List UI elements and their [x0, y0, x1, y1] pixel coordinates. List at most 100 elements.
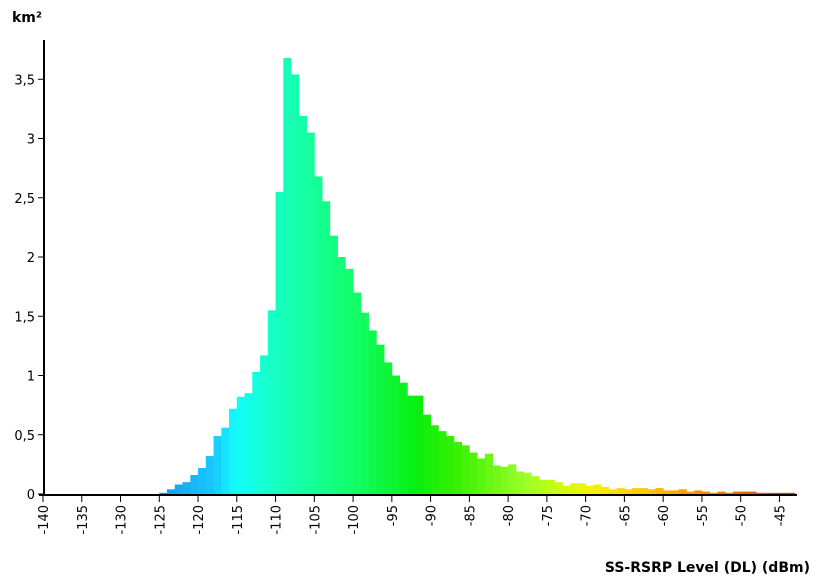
- y-tick-label: 1,5: [14, 310, 35, 325]
- x-tick-label: -125: [153, 505, 168, 535]
- histogram-bar: [438, 431, 447, 494]
- histogram-bar: [740, 491, 749, 494]
- bars-group: [159, 57, 796, 495]
- histogram-bar: [236, 396, 245, 494]
- histogram-bar: [732, 491, 742, 494]
- histogram-bar: [477, 458, 486, 494]
- histogram-bar: [484, 453, 494, 494]
- histogram-bar: [748, 491, 757, 494]
- histogram-bar: [291, 74, 300, 494]
- y-axis-unit-label: km²: [12, 10, 42, 26]
- histogram-bar: [391, 375, 400, 494]
- histogram-bar: [585, 485, 594, 494]
- histogram-bar: [399, 382, 408, 494]
- x-tick-label: -110: [270, 505, 285, 535]
- histogram-bar: [182, 482, 191, 494]
- histogram-bar: [337, 257, 346, 494]
- histogram-bar: [663, 490, 672, 494]
- histogram-bar: [353, 292, 362, 494]
- histogram-bar: [570, 483, 579, 494]
- histogram-bar: [306, 132, 315, 494]
- histogram-bar: [756, 492, 765, 494]
- histogram-bar: [415, 395, 424, 494]
- histogram-bar: [492, 465, 501, 494]
- histogram-bar: [562, 485, 571, 494]
- histogram-bar: [314, 176, 323, 495]
- histogram-bar: [430, 425, 439, 494]
- histogram-bar: [376, 344, 385, 494]
- histogram-bar: [678, 489, 687, 494]
- histogram-bar: [221, 427, 230, 494]
- x-tick-label: -130: [115, 505, 130, 535]
- histogram-bar: [469, 452, 478, 494]
- x-tick-label: -95: [386, 505, 401, 526]
- histogram-bar: [655, 488, 664, 494]
- x-tick-label: -100: [347, 505, 362, 535]
- histogram-bar: [252, 371, 261, 494]
- x-tick-label: -85: [463, 505, 478, 526]
- histogram-bar: [508, 464, 517, 495]
- histogram-bar: [453, 441, 463, 494]
- x-tick-label: -75: [541, 505, 556, 526]
- histogram-bar: [345, 268, 354, 494]
- histogram-bar: [779, 492, 788, 494]
- histogram-bar: [624, 489, 633, 494]
- histogram-bar: [167, 489, 176, 494]
- histogram-bar: [174, 484, 183, 494]
- histogram-bar: [159, 492, 168, 494]
- x-tick-label: -105: [308, 505, 323, 535]
- histogram-bar: [601, 486, 610, 494]
- histogram-bar: [616, 488, 625, 494]
- histogram-bar: [229, 408, 238, 494]
- x-tick-label: -45: [773, 505, 788, 526]
- histogram-bar: [283, 57, 292, 495]
- histogram-bar: [539, 479, 548, 494]
- histogram-bar: [515, 471, 525, 494]
- histogram-bar: [368, 330, 377, 494]
- histogram-bar: [205, 456, 214, 494]
- histogram-bar: [577, 483, 587, 494]
- histogram-bar: [298, 115, 307, 495]
- x-tick-label: -135: [76, 505, 91, 535]
- x-tick-label: -115: [231, 505, 246, 535]
- histogram-bar: [701, 491, 711, 494]
- y-tick-label: 2: [27, 251, 35, 266]
- x-tick-label: -50: [735, 505, 750, 526]
- histogram-bar: [670, 490, 680, 494]
- histogram-bar: [717, 491, 726, 494]
- x-tick-label: -55: [696, 505, 711, 526]
- histogram-bar: [244, 393, 253, 494]
- histogram-bar: [329, 235, 338, 495]
- histogram-bar: [198, 467, 207, 494]
- y-tick-label: 3,5: [14, 73, 35, 88]
- histogram-bar: [709, 492, 718, 494]
- y-tick-label: 0: [27, 488, 35, 503]
- histogram-bar: [275, 191, 284, 494]
- x-tick-label: -80: [502, 505, 517, 526]
- histogram-bar: [360, 312, 369, 494]
- histogram-bar: [546, 479, 556, 494]
- histogram-bar: [725, 492, 734, 494]
- histogram-bar: [407, 395, 416, 494]
- histogram-bar: [608, 489, 618, 494]
- x-tick-label: -65: [618, 505, 633, 526]
- histogram-bar: [422, 414, 431, 494]
- histogram-bar: [694, 490, 703, 494]
- histogram-bar: [322, 201, 331, 495]
- x-tick-label: -60: [657, 505, 672, 526]
- histogram-bar: [461, 445, 470, 494]
- histogram-bar: [384, 362, 393, 494]
- histogram-bar: [523, 472, 532, 494]
- y-tick-label: 1: [27, 370, 35, 385]
- x-axis-title: SS-RSRP Level (DL) (dBm): [605, 560, 810, 576]
- y-tick-label: 2,5: [14, 192, 35, 207]
- y-tick-label: 0,5: [14, 429, 35, 444]
- x-tick-label: -70: [580, 505, 595, 526]
- histogram-bar: [763, 492, 773, 494]
- histogram-bar: [500, 466, 509, 494]
- histogram-bar: [647, 489, 656, 494]
- histogram-bar: [787, 492, 796, 494]
- histogram-bar: [190, 475, 199, 494]
- x-tick-label: -90: [425, 505, 440, 526]
